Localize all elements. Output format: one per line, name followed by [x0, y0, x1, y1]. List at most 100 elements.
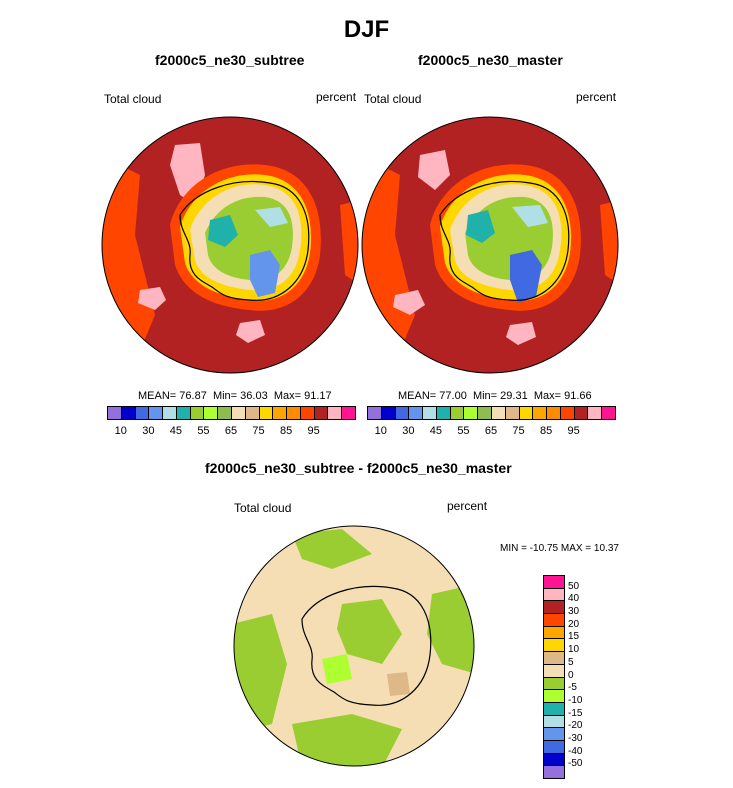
colorbar-subtree — [107, 406, 356, 420]
colorbar-swatch — [543, 587, 565, 602]
map-coastline — [439, 180, 570, 301]
map-blue-patch — [510, 250, 542, 303]
colorbar-tick-label: 30 — [568, 606, 580, 618]
colorbar-tick-label: 95 — [567, 425, 580, 437]
map-orange-band-east — [600, 200, 618, 285]
colorbar-swatch — [543, 739, 565, 754]
colorbar-swatch — [543, 651, 565, 665]
colorbar-swatch — [299, 406, 315, 420]
map-teal-patch — [466, 210, 495, 243]
stats-mean-value: 77.00 — [439, 390, 467, 402]
colorbar-tick-label: 45 — [169, 425, 182, 437]
colorbar-swatch — [543, 613, 565, 627]
map-coastline — [179, 180, 310, 301]
colorbar-tick-label: 55 — [457, 425, 470, 437]
colorbar-swatch — [203, 406, 219, 420]
colorbar-swatch — [518, 406, 534, 420]
colorbar-swatch — [543, 689, 565, 703]
colorbar-tick-label: -5 — [568, 682, 577, 694]
colorbar-tick-label: 10 — [114, 425, 127, 437]
map-pink-patch-south — [506, 322, 536, 345]
colorbar-swatch — [601, 406, 616, 420]
colorbar-swatch — [367, 406, 382, 420]
colorbar-tick-label: 10 — [374, 425, 387, 437]
stats-min-label: Min= — [472, 390, 498, 402]
map-teal-patch — [208, 215, 238, 247]
colorbar-swatch — [120, 406, 136, 420]
panel-left-label-master: Total cloud — [364, 92, 422, 106]
map-border — [361, 116, 619, 374]
colorbar-swatch — [327, 406, 343, 420]
stats-subtree: MEAN= 76.87 Min= 36.03 Max= 91.17 — [138, 390, 332, 402]
colorbar-swatch — [546, 406, 561, 420]
colorbar-swatch — [258, 406, 274, 420]
colorbar-tick-label: 65 — [484, 425, 498, 437]
colorbar-swatch — [559, 406, 575, 420]
colorbar-ticks-difference: 50 40 30 20 15 10 5 0 -5 -10 -15 -20 -30 -40 -50 — [568, 575, 598, 778]
colorbar-swatch — [587, 406, 603, 420]
map-subtree — [101, 116, 359, 374]
colorbar-swatch — [380, 406, 396, 420]
stats-master: MEAN= 77.00 Min= 29.31 Max= 91.66 — [398, 390, 592, 402]
colorbar-swatch — [231, 406, 246, 420]
map-diff-green-north — [292, 529, 372, 569]
colorbar-swatch — [543, 638, 565, 653]
colorbar-swatch — [504, 406, 520, 420]
colorbar-tick-label: -20 — [568, 720, 583, 732]
stats-mean-label: MEAN= — [138, 390, 177, 402]
colorbar-swatch — [408, 406, 424, 420]
map-diff-tan-patch — [387, 672, 410, 696]
map-diff-green-south — [292, 714, 402, 766]
colorbar-swatch — [543, 625, 565, 640]
colorbar-swatch — [244, 406, 260, 420]
colorbar-swatch — [543, 727, 565, 741]
stats-max-value: 91.66 — [564, 390, 592, 402]
colorbar-tick-label: 20 — [568, 618, 580, 630]
colorbar-swatch — [272, 406, 288, 420]
diff-panel-title: f2000c5_ne30_subtree - f2000c5_ne30_mast… — [205, 460, 512, 476]
colorbar-swatch — [543, 676, 565, 691]
map-difference — [233, 525, 475, 767]
colorbar-tick-label: 55 — [197, 425, 210, 437]
colorbar-tick-label: 0 — [568, 669, 574, 681]
colorbar-swatch — [313, 406, 329, 420]
colorbar-swatch — [189, 406, 205, 420]
colorbar-tick-label: 75 — [252, 425, 265, 437]
colorbar-swatch — [162, 406, 177, 420]
map-diff-border — [233, 525, 475, 767]
colorbar-swatch — [217, 406, 232, 420]
colorbar-tick-label: -15 — [568, 707, 583, 719]
colorbar-swatch — [543, 701, 565, 716]
colorbar-swatch — [449, 406, 465, 420]
map-diff-bright-patch — [322, 654, 352, 684]
colorbar-swatch — [286, 406, 301, 420]
colorbar-tick-label: 75 — [512, 425, 525, 437]
map-light-patch — [512, 205, 548, 227]
stats-mean-value: 76.87 — [179, 390, 207, 402]
colorbar-ticks-subtree: 10 30 45 55 65 75 85 95 — [107, 425, 355, 439]
stats-min-value: 29.31 — [500, 390, 528, 402]
colorbar-tick-label: 50 — [568, 580, 580, 592]
colorbar-swatch — [543, 663, 565, 678]
colorbar-tick-label: -40 — [568, 745, 583, 757]
diff-left-label: Total cloud — [234, 501, 292, 515]
colorbar-tick-label: 30 — [142, 425, 155, 437]
colorbar-swatch — [394, 406, 410, 420]
colorbar-swatch — [543, 765, 565, 779]
colorbar-swatch — [435, 406, 451, 420]
colorbar-swatch — [341, 406, 356, 420]
colorbar-tick-label: -30 — [568, 732, 583, 744]
map-pink-patch — [418, 150, 450, 190]
colorbar-master — [367, 406, 616, 420]
map-light-blue-patch — [250, 250, 280, 297]
panel-left-label-subtree: Total cloud — [104, 92, 162, 106]
map-diff-green-east — [427, 584, 474, 674]
colorbar-swatch — [107, 406, 122, 420]
stats-min-label: Min= — [212, 390, 238, 402]
map-master — [361, 116, 619, 374]
stats-mean-label: MEAN= — [398, 390, 437, 402]
colorbar-tick-label: -50 — [568, 758, 583, 770]
colorbar-swatch — [543, 714, 565, 729]
colorbar-tick-label: 95 — [307, 425, 320, 437]
stats-min-value: 36.03 — [240, 390, 268, 402]
